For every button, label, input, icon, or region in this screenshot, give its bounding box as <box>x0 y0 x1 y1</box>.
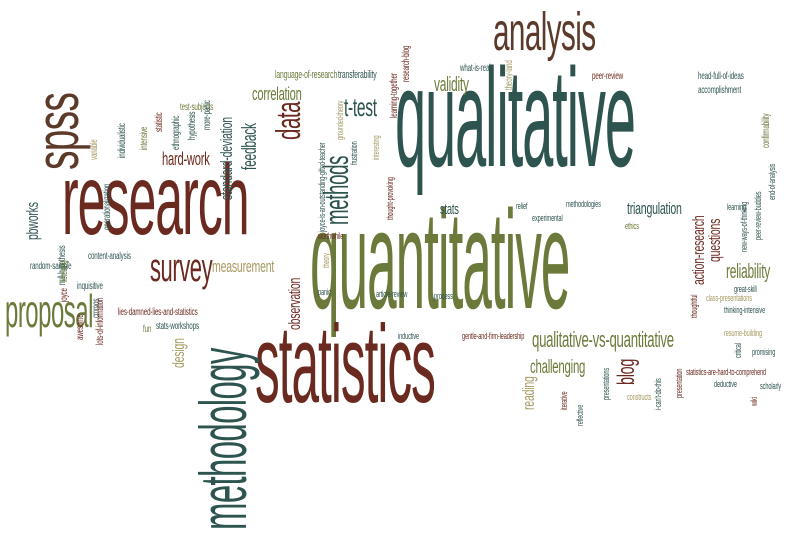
word-qualitative: qualitative <box>395 39 636 196</box>
word-thoughtful: thoughtful <box>689 294 699 318</box>
word-measurement: measurement <box>212 257 275 276</box>
word-transferability: transferability <box>338 69 377 81</box>
word-pbworks: pbworks <box>23 202 42 240</box>
word-frustration: frustration <box>349 141 359 165</box>
word-accomplishment: accomplishment <box>698 85 742 96</box>
word-spss: spss <box>24 92 91 170</box>
word-survey: survey <box>150 246 213 290</box>
word-statistics-are-hard-to-comprehend: statistics-are-hard-to-comprehend <box>686 367 767 377</box>
word-theory: theory <box>321 253 331 268</box>
word-standard-deviation: standard-deviation <box>217 117 236 200</box>
word-stats-workshops: stats-workshops <box>156 321 199 332</box>
word-triangulation: triangulation <box>627 199 682 218</box>
word-more-panic: more-panic <box>202 100 213 130</box>
word-experimental: experimental <box>532 213 563 223</box>
word-questions: questions <box>705 218 724 262</box>
word-interesting: interesting <box>371 135 381 160</box>
word-hypothesis: hypothesis <box>187 111 198 140</box>
word-thought-provoking: thought-provoking <box>385 177 395 220</box>
word-joyce-is-an-outstanding-gifted-teacher: joyce-is-an-outstanding-gifted-teacher <box>317 142 327 232</box>
word-promising: promising <box>752 347 776 357</box>
word-new-ways-of-thinking: new-ways-of-thinking <box>739 201 749 252</box>
word-end-of-analysis: end-of-analysis <box>767 163 777 200</box>
word-iterative: iterative <box>559 391 569 410</box>
word-stats: stats <box>440 201 459 218</box>
word-presentations: presentations <box>601 367 611 400</box>
word-reliability: reliability <box>726 261 771 283</box>
word-i-cant-do-this: i-can't-do-this <box>653 378 663 410</box>
word-class-presentations: class-presentations <box>706 293 752 303</box>
word-process: process <box>434 291 453 301</box>
word-language-of-research: language-of-research <box>275 69 338 81</box>
word-ethnographic: ethnographic <box>171 115 182 150</box>
word-statistic: statistic <box>154 112 165 132</box>
word-awesome: awesome <box>75 314 86 340</box>
word-intensive: intensive <box>139 126 150 150</box>
word-what-is-real: what-is-real <box>460 63 491 74</box>
word-learning-together: learning-together <box>389 73 400 118</box>
word-methodologies: methodologies <box>566 199 601 209</box>
word-correlation: correlation <box>252 84 302 104</box>
word-operationalization: operationalization <box>102 183 113 230</box>
word-reflective: reflective <box>575 404 585 426</box>
word-research: research <box>62 144 250 256</box>
word-worthwhile: worthwhile <box>318 231 344 241</box>
word-hard-work: hard-work <box>162 149 210 169</box>
word-critical: critical <box>733 343 743 358</box>
word-theory-land: theory-land <box>504 60 515 90</box>
word-methodology: methodology <box>186 348 260 530</box>
word-individualistic: individualistic <box>117 123 128 158</box>
word-head-full-of-ideas: head-full-of-ideas <box>698 71 744 82</box>
word-ethics: ethics <box>625 221 639 231</box>
word-data: data <box>270 101 308 140</box>
word-listening: listening <box>59 260 70 282</box>
word-inductive: inductive <box>398 331 420 341</box>
word-deductive: deductive <box>714 379 737 389</box>
word-test-subjects: test-subjects <box>180 102 214 113</box>
word-quantitative: quantitative <box>310 181 570 338</box>
word-presentation: presentation <box>674 368 684 398</box>
word-design: design <box>169 338 188 368</box>
word-challenging: challenging <box>530 357 586 378</box>
word-peer-review-buddies: peer-review-buddies <box>753 191 763 240</box>
word-t-test: t-test <box>344 92 377 122</box>
word-lots-of-information: lots-of-information <box>95 297 106 345</box>
word-thinking-intensive: thinking-intensive <box>724 305 766 315</box>
word-great-skill: great-skill <box>734 284 757 294</box>
word-random-sample: random-sample <box>30 261 72 272</box>
word-resume-building: resume-building <box>724 328 763 338</box>
word-inquisitive: inquisitive <box>77 281 103 292</box>
word-research-blog: research-blog <box>401 45 412 82</box>
word-statistics: statistics <box>255 303 436 426</box>
word-relief: relief <box>516 201 528 211</box>
word-joyce: joyce <box>59 288 70 302</box>
word-proposal: proposal <box>5 285 93 337</box>
word-confirmability: confirmability <box>761 113 772 148</box>
word-gentle-and-firm-leadership: gentle-and-firm-leadership <box>462 331 525 341</box>
word-variable: variable <box>89 139 100 160</box>
word-qualitative-vs-quantitative: qualitative-vs-quantitative <box>532 327 674 352</box>
word-feedback: feedback <box>239 123 261 170</box>
word-panic: panic <box>318 287 331 297</box>
word-scholarly: scholarly <box>760 381 782 391</box>
word-wiki: wiki <box>749 397 759 406</box>
word-observation: observation <box>285 277 304 330</box>
word-article-review: article-review <box>376 289 408 299</box>
word-learning: learning <box>727 202 746 212</box>
word-peer-review: peer-review <box>592 71 624 82</box>
word-blog: blog <box>613 358 640 385</box>
word-lies-damned-lies-and-statistics: lies-damned-lies-and-statistics <box>118 307 198 318</box>
word-fun: fun <box>143 324 152 335</box>
word-constructs: constructs <box>627 392 652 402</box>
word-content-analysis: content-analysis <box>88 251 131 262</box>
word-action-research: action-research <box>689 215 708 285</box>
word-analysis: analysis <box>493 2 596 62</box>
word-reading: reading <box>519 376 538 410</box>
word-grounded-theory: grounded-theory <box>335 100 345 140</box>
word-validity: validity <box>434 74 469 96</box>
